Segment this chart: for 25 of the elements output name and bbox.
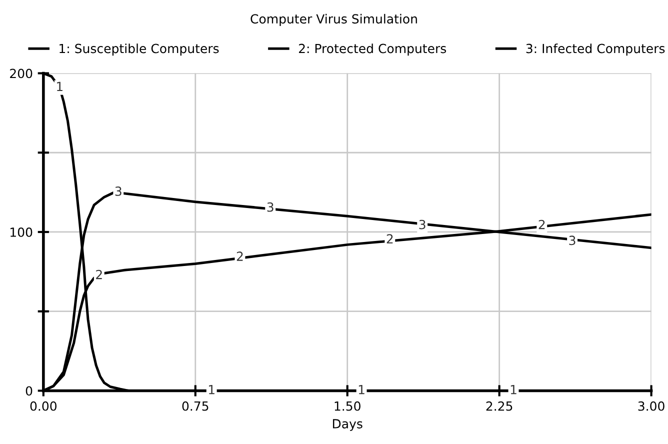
legend-label: 3: Infected Computers [526, 44, 665, 56]
x-tick-label: 0.75 [182, 401, 208, 411]
x-tick-label: 1.50 [334, 401, 360, 411]
legend-label: 1: Susceptible Computers [60, 44, 219, 56]
annotation: 1 [358, 385, 364, 394]
x-axis-title: Days [332, 419, 362, 431]
y-tick-label: 100 [10, 227, 32, 237]
x-tick-label: 0.00 [30, 401, 57, 411]
annotation: 2 [538, 220, 545, 230]
chart-title: Computer Virus Simulation [250, 14, 417, 26]
annotation: 3 [419, 220, 426, 230]
annotation: 2 [96, 270, 102, 280]
legend-label: 2: Protected Computers [298, 44, 446, 56]
y-tick-label: 0 [26, 386, 32, 396]
x-tick-label: 3.00 [638, 401, 664, 411]
annotation: 1 [510, 385, 516, 394]
annotation: 2 [386, 234, 393, 244]
annotation: 1 [57, 82, 62, 91]
x-tick-label: 2.25 [486, 401, 512, 411]
annotation: 3 [267, 202, 274, 212]
annotation: 3 [115, 186, 122, 196]
annotation: 1 [208, 385, 214, 394]
annotation: 3 [569, 236, 576, 246]
annotation: 2 [236, 252, 243, 261]
y-tick-label: 200 [10, 68, 32, 78]
